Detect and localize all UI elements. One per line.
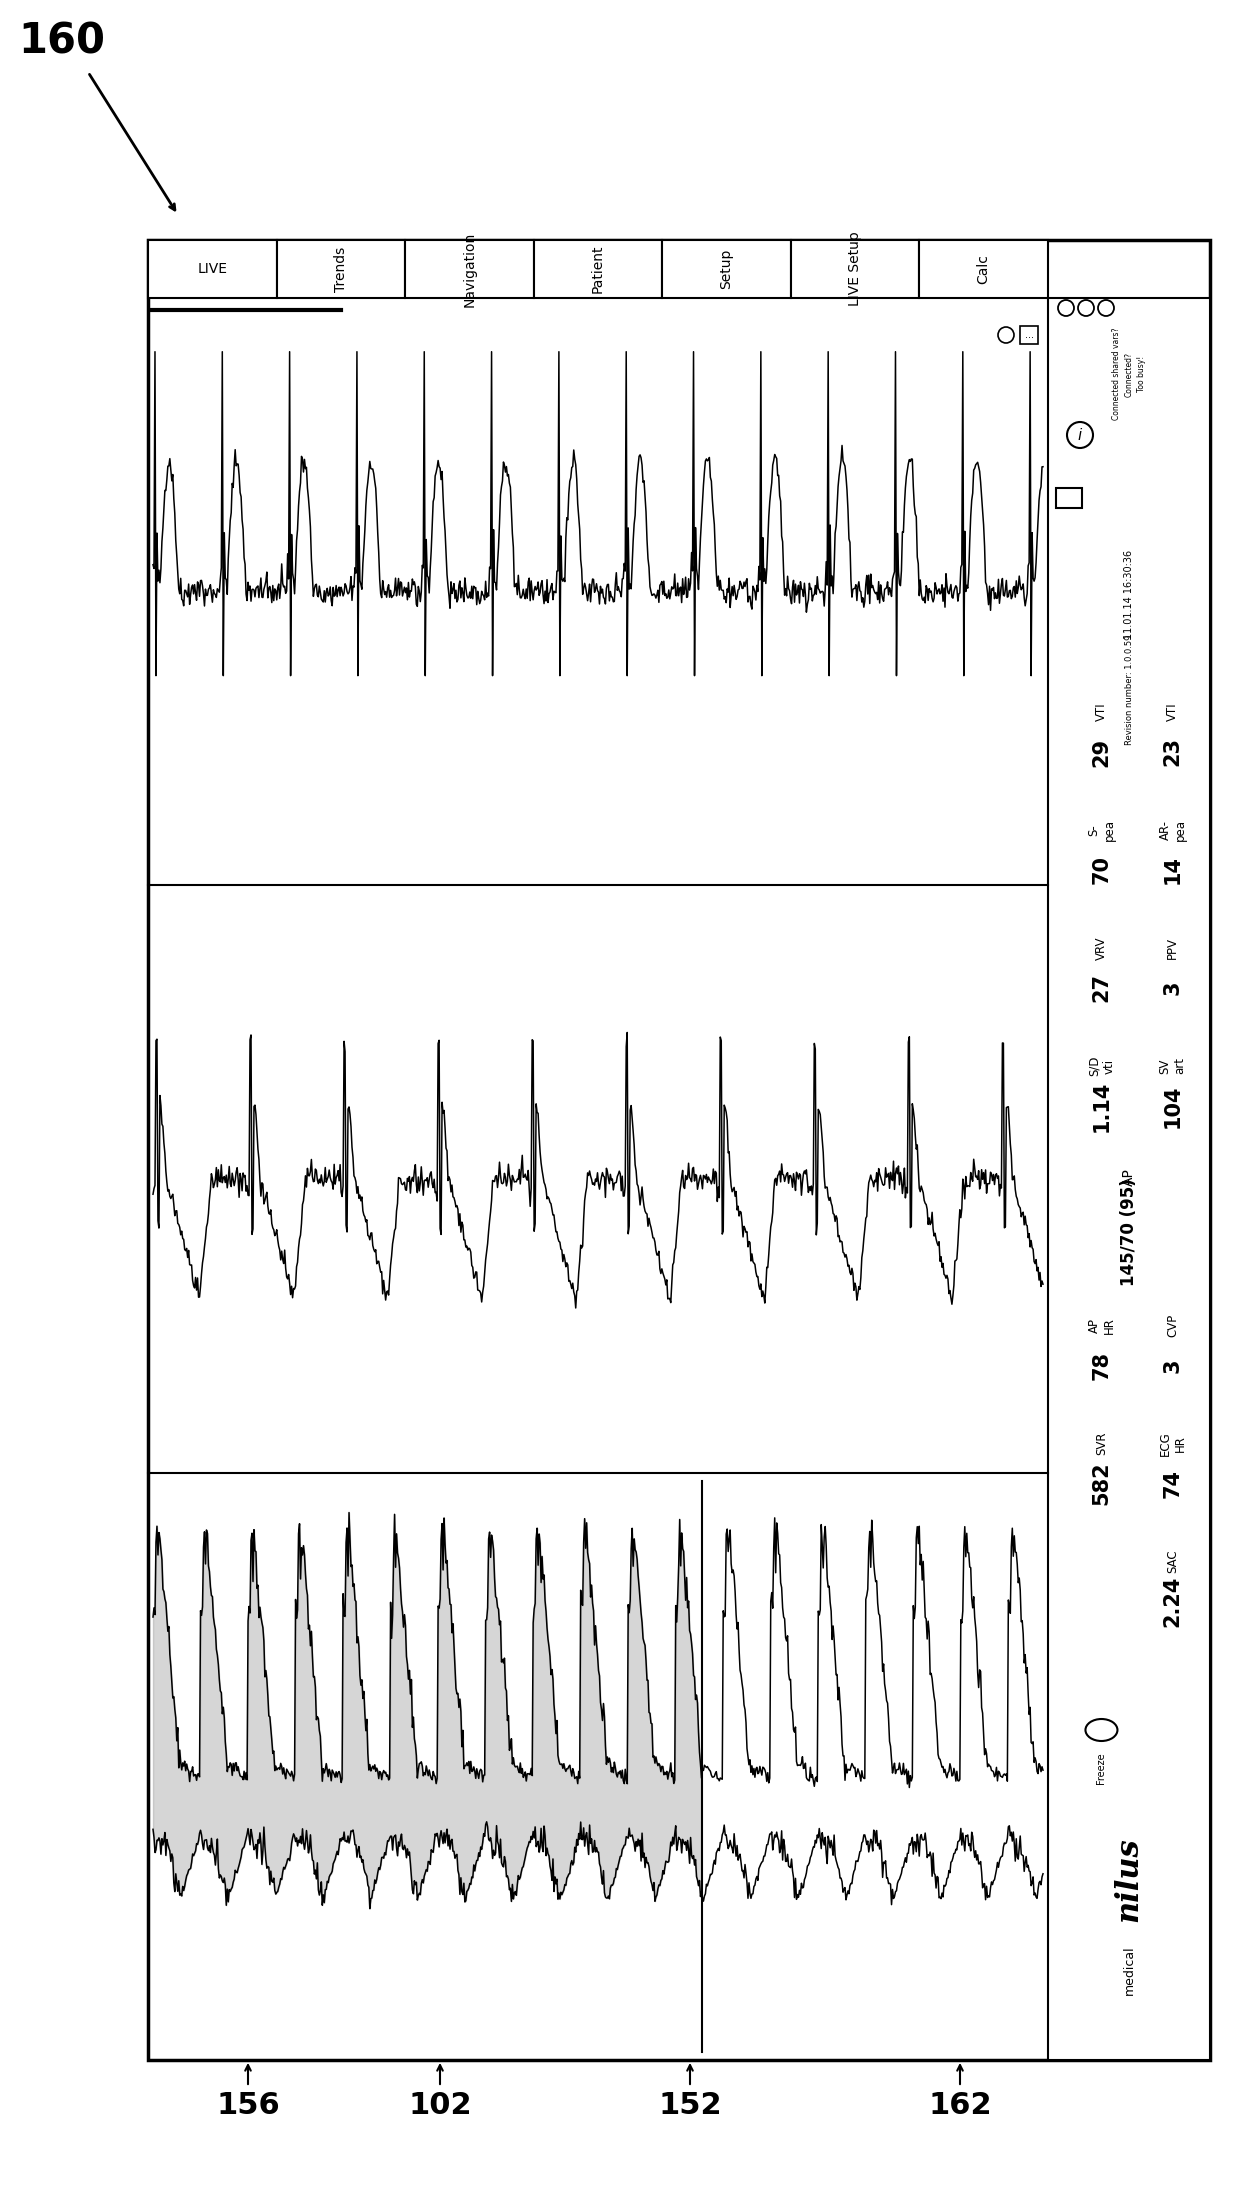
Text: Freeze: Freeze xyxy=(1096,1752,1106,1783)
Bar xyxy=(1056,488,1083,508)
Text: Setup: Setup xyxy=(719,250,734,289)
Text: Calc: Calc xyxy=(977,254,991,285)
Text: VTI: VTI xyxy=(1167,703,1179,721)
Text: 160: 160 xyxy=(19,22,105,64)
Text: VRV: VRV xyxy=(1095,937,1109,959)
Text: 102: 102 xyxy=(408,2091,471,2120)
Text: 3: 3 xyxy=(1163,1358,1183,1373)
Text: 582: 582 xyxy=(1091,1461,1111,1505)
Text: Patient: Patient xyxy=(591,245,605,293)
Text: LIVE Setup: LIVE Setup xyxy=(848,232,862,307)
Text: medical: medical xyxy=(1122,1945,1136,1995)
Text: Connected shared vars?
Connected?
Too busy!: Connected shared vars? Connected? Too bu… xyxy=(1112,328,1146,420)
Text: 78: 78 xyxy=(1091,1351,1111,1380)
Text: AR-
pea: AR- pea xyxy=(1158,819,1187,841)
Text: LIVE: LIVE xyxy=(197,263,227,276)
Text: 70: 70 xyxy=(1091,856,1111,885)
Text: SV
art: SV art xyxy=(1158,1058,1187,1075)
Text: 152: 152 xyxy=(658,2091,722,2120)
Text: SAC: SAC xyxy=(1167,1551,1179,1572)
Bar xyxy=(277,241,405,298)
Text: 74: 74 xyxy=(1163,1469,1183,1498)
Text: AP
HR: AP HR xyxy=(1087,1316,1116,1334)
Bar xyxy=(533,241,662,298)
Bar xyxy=(1048,298,1210,2061)
Text: ECG
HR: ECG HR xyxy=(1158,1432,1187,1456)
Bar xyxy=(791,241,919,298)
Text: Trends: Trends xyxy=(334,247,348,291)
Text: PPV: PPV xyxy=(1167,937,1179,959)
Bar xyxy=(919,241,1048,298)
Text: 11.01.14 16:30:36: 11.01.14 16:30:36 xyxy=(1123,550,1135,639)
Text: 156: 156 xyxy=(216,2091,280,2120)
Bar xyxy=(148,241,1210,2061)
Text: 29: 29 xyxy=(1091,738,1111,766)
Text: 14: 14 xyxy=(1163,856,1183,885)
Text: VTI: VTI xyxy=(1095,703,1109,721)
Bar xyxy=(405,241,533,298)
Text: nilus: nilus xyxy=(1114,1837,1145,1923)
Text: 23: 23 xyxy=(1163,738,1183,766)
Bar xyxy=(1021,326,1038,344)
Text: SVR: SVR xyxy=(1095,1432,1109,1456)
Bar xyxy=(148,241,277,298)
Text: i: i xyxy=(1078,427,1083,442)
Text: 104: 104 xyxy=(1163,1084,1183,1128)
Text: ...: ... xyxy=(1024,331,1033,339)
Text: AP: AP xyxy=(1122,1167,1136,1187)
Text: 145/70 (95): 145/70 (95) xyxy=(1120,1178,1138,1286)
Text: Navigation: Navigation xyxy=(463,232,476,307)
Text: 2.24: 2.24 xyxy=(1163,1577,1183,1627)
Text: Revision number: 1.0.0.59: Revision number: 1.0.0.59 xyxy=(1125,635,1133,745)
Text: S/D
vti: S/D vti xyxy=(1087,1056,1116,1075)
Text: 1.14: 1.14 xyxy=(1091,1080,1111,1132)
Text: S-
pea: S- pea xyxy=(1087,819,1116,841)
Bar xyxy=(662,241,791,298)
Text: 27: 27 xyxy=(1091,975,1111,1003)
Text: 162: 162 xyxy=(929,2091,992,2120)
Text: CVP: CVP xyxy=(1167,1314,1179,1338)
Text: 3: 3 xyxy=(1163,981,1183,994)
